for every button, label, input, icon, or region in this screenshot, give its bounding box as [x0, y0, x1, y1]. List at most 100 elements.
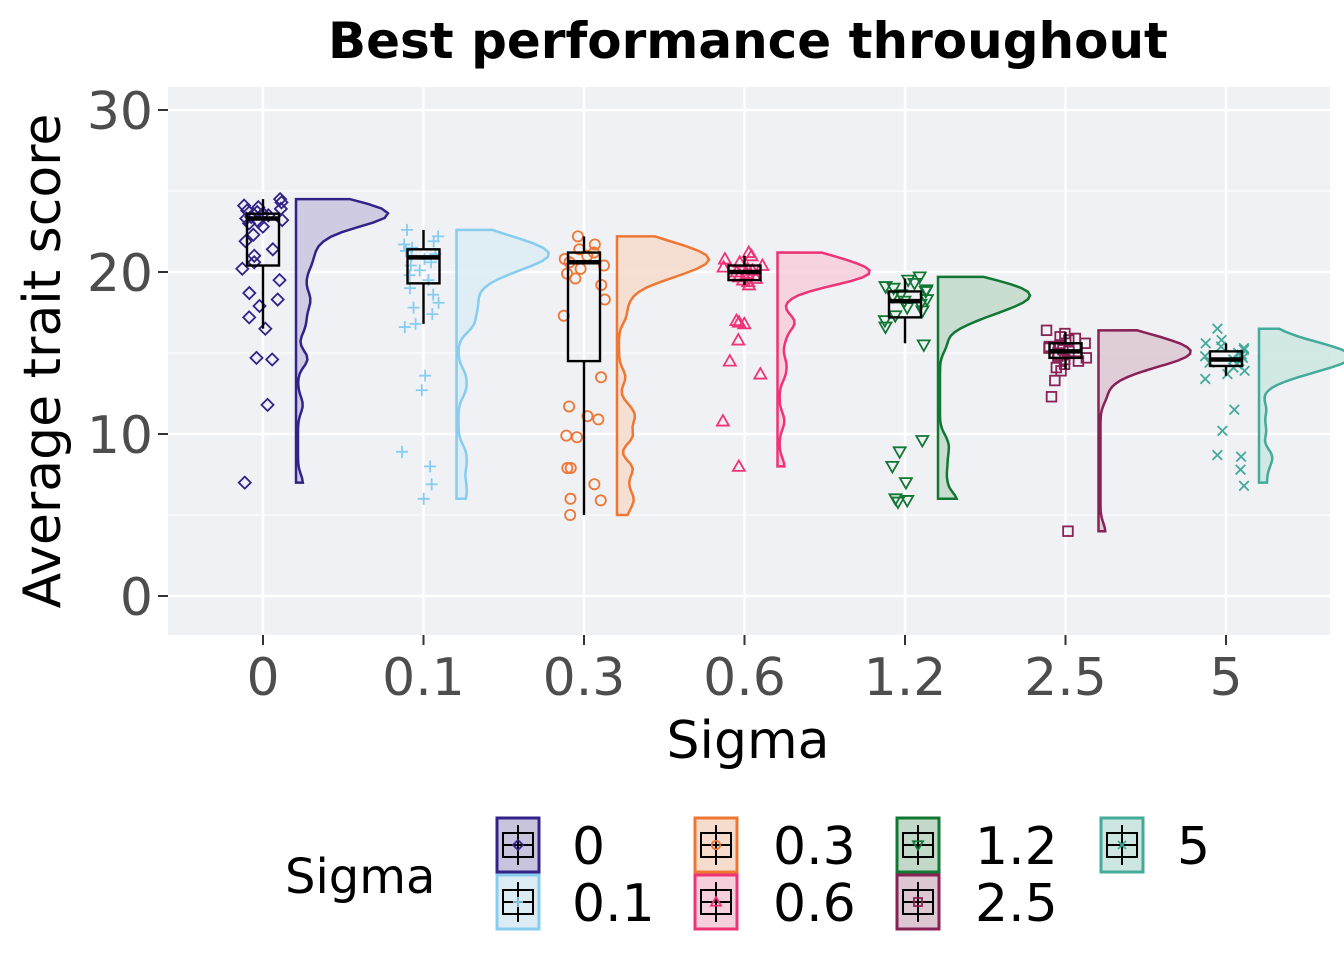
point-0 — [236, 198, 252, 213]
point-0 — [238, 233, 253, 249]
point-0.1 — [407, 301, 420, 314]
series-0.1 — [396, 223, 550, 505]
point-0 — [264, 352, 280, 367]
x-tick-label: 0.6 — [703, 648, 786, 708]
point-1.2 — [877, 315, 893, 329]
point-0 — [265, 242, 281, 257]
point-0.1 — [409, 317, 422, 330]
point-0 — [241, 310, 257, 325]
series-0.6 — [715, 244, 871, 472]
box-0 — [245, 212, 281, 267]
density-0.6 — [776, 251, 871, 468]
legend-symbol — [513, 897, 523, 907]
x-tick-label: 0 — [246, 648, 279, 708]
point-5 — [1200, 337, 1212, 349]
series-5 — [1199, 323, 1344, 492]
point-2.5 — [1055, 365, 1067, 377]
point-0.6 — [744, 262, 760, 276]
x-tick-label: 1.2 — [864, 648, 947, 708]
point-0.6 — [736, 316, 752, 330]
point-0.6 — [715, 413, 731, 427]
point-0.3 — [563, 400, 576, 413]
legend-key-5 — [1099, 816, 1145, 874]
point-0.3 — [561, 462, 574, 475]
point-1.2 — [916, 339, 932, 353]
legend-key-0.1 — [495, 873, 541, 931]
legend-label-0: 0 — [572, 817, 605, 877]
legend-label-0.6: 0.6 — [773, 874, 856, 934]
point-1.2 — [886, 282, 902, 297]
point-0 — [247, 248, 262, 264]
point-0.3 — [595, 278, 608, 291]
point-0.1 — [413, 264, 426, 277]
x-axis-title: Sigma — [667, 711, 830, 771]
legend-symbol — [511, 838, 525, 852]
point-1.2 — [890, 496, 906, 510]
point-1.2 — [877, 321, 894, 335]
point-1.2 — [914, 305, 931, 319]
point-0.6 — [722, 353, 738, 367]
legend-symbol — [710, 839, 722, 851]
point-0.3 — [588, 238, 601, 251]
density-0.1 — [455, 228, 550, 501]
point-5 — [1199, 350, 1211, 362]
point-0.1 — [419, 369, 432, 382]
legend-label-1.2: 1.2 — [975, 817, 1058, 877]
legend-key-2.5 — [895, 873, 941, 931]
box-0.1 — [406, 248, 441, 285]
density-5 — [1257, 327, 1344, 484]
point-0.3 — [564, 508, 577, 521]
y-tick-label: 10 — [87, 406, 153, 466]
point-0.3 — [564, 492, 577, 505]
point-5 — [1211, 449, 1223, 461]
point-0.1 — [417, 492, 430, 505]
point-0.1 — [403, 269, 416, 282]
legend-symbol — [911, 840, 925, 852]
density-0 — [294, 197, 390, 484]
box-1.2 — [887, 290, 923, 319]
point-0 — [246, 227, 261, 243]
point-5 — [1239, 365, 1251, 377]
legend-title: Sigma — [285, 849, 435, 905]
point-0.6 — [728, 312, 745, 327]
point-2.5 — [1045, 391, 1058, 403]
point-0.1 — [427, 235, 440, 248]
point-5 — [1235, 451, 1247, 463]
point-5 — [1215, 341, 1227, 352]
point-0 — [235, 261, 250, 277]
series-0 — [235, 191, 390, 490]
point-0.1 — [427, 288, 440, 301]
legend-key-0.6 — [693, 873, 739, 931]
point-1.2 — [906, 277, 923, 292]
legend-label-0.3: 0.3 — [773, 817, 856, 877]
point-0.3 — [588, 478, 601, 491]
point-5 — [1211, 323, 1223, 335]
point-1.2 — [892, 446, 908, 460]
point-2.5 — [1049, 374, 1061, 387]
point-0.3 — [570, 431, 583, 444]
point-5 — [1199, 373, 1211, 385]
point-0.1 — [432, 296, 445, 309]
legend-symbol — [1117, 840, 1127, 850]
series-0.3 — [557, 230, 711, 521]
point-0 — [255, 219, 271, 234]
series-layer — [235, 191, 1344, 537]
point-0.6 — [732, 254, 748, 268]
point-2.5 — [1072, 355, 1085, 367]
point-0.3 — [581, 410, 594, 423]
point-0.6 — [748, 270, 764, 284]
chart-title: Best performance throughout — [328, 12, 1168, 70]
point-2.5 — [1062, 525, 1074, 537]
point-0.3 — [564, 462, 577, 475]
x-tick-label: 5 — [1209, 648, 1242, 708]
point-0 — [241, 216, 257, 231]
x-tick-label: 2.5 — [1024, 648, 1107, 708]
legend-label-2.5: 2.5 — [975, 874, 1058, 934]
point-0.6 — [741, 277, 757, 291]
y-tick-label: 20 — [87, 244, 153, 304]
point-0.1 — [398, 238, 411, 251]
point-5 — [1216, 425, 1228, 437]
point-5 — [1235, 464, 1246, 476]
point-0 — [274, 195, 289, 210]
point-0.1 — [415, 384, 428, 397]
